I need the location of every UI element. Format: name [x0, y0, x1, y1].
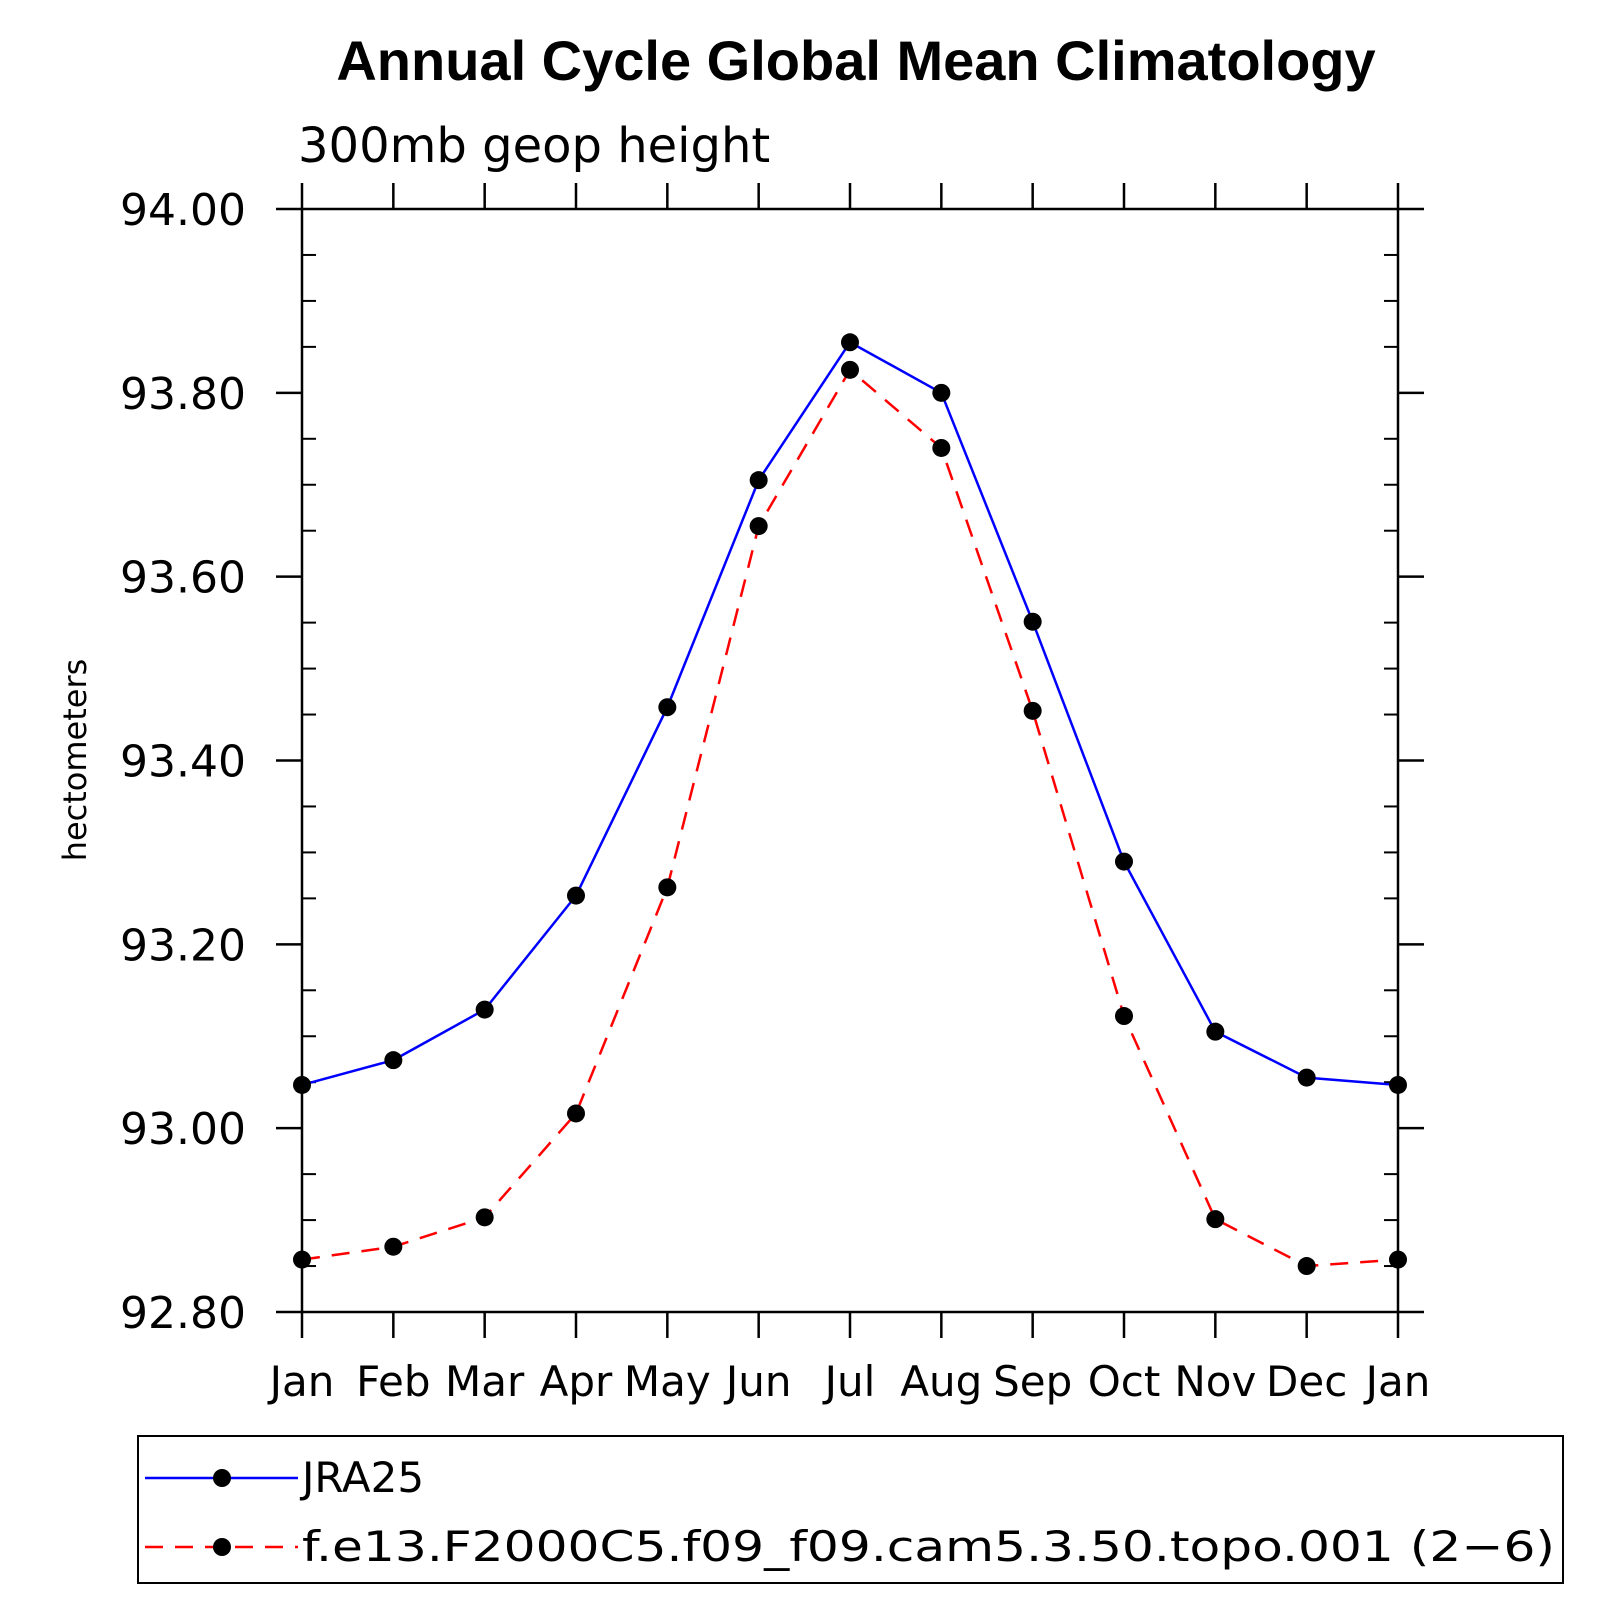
data-point-series-0: [567, 886, 585, 905]
data-point-series-1: [475, 1208, 494, 1227]
x-tick-label: Feb: [356, 1357, 430, 1406]
data-point-series-0: [841, 333, 859, 352]
y-tick-label: 94.00: [120, 185, 246, 236]
y-tick-labels: 92.80 93.00 93.20 93.40 93.60 93.80 94.00: [120, 185, 246, 1339]
data-point-series-0: [1023, 612, 1042, 631]
y-tick-label: 93.00: [120, 1104, 246, 1155]
data-point-series-1: [293, 1250, 311, 1269]
x-tick-label: Jan: [1363, 1357, 1431, 1406]
y-tick-label: 92.80: [120, 1288, 246, 1339]
x-tick-label: Aug: [900, 1357, 982, 1406]
x-tick-label: Nov: [1174, 1357, 1256, 1406]
x-tick-label: Dec: [1266, 1357, 1347, 1406]
data-point-series-1: [384, 1237, 403, 1256]
data-point-series-1: [567, 1104, 585, 1123]
data-point-series-0: [658, 698, 677, 717]
x-tick-label: Jul: [822, 1357, 876, 1406]
x-tick-label: Sep: [993, 1357, 1072, 1406]
x-tick-labels: Jan Feb Mar Apr May Jun Jul Aug Sep Oct Nov Dec Jan: [267, 1357, 1431, 1406]
series-layer: [293, 333, 1407, 1276]
data-point-series-0: [1115, 852, 1133, 871]
data-point-series-0: [749, 471, 768, 490]
x-tick-label: Apr: [540, 1357, 613, 1406]
x-tick-label: Jun: [723, 1357, 792, 1406]
legend-marker-jra25: [213, 1469, 231, 1487]
data-point-series-1: [749, 517, 768, 536]
data-point-series-0: [1389, 1075, 1407, 1094]
y-tick-label: 93.40: [120, 737, 246, 788]
x-tick-label: May: [624, 1357, 711, 1406]
data-point-series-0: [293, 1075, 311, 1094]
data-point-series-1: [1206, 1210, 1225, 1229]
data-point-series-0: [475, 1000, 494, 1019]
y-tick-label: 93.80: [120, 369, 246, 420]
legend-label-model: f.e13.F2000C5.f09_f09.cam5.3.50.topo.001…: [302, 1522, 1555, 1571]
series-line-1: [301, 367, 1399, 1268]
y-tick-label: 93.20: [120, 920, 246, 971]
x-tick-label: Mar: [445, 1357, 525, 1406]
data-point-series-1: [658, 878, 677, 897]
data-point-series-1: [1115, 1007, 1133, 1026]
y-axis-label: hectometers: [56, 659, 94, 862]
data-point-series-0: [384, 1051, 403, 1070]
data-point-series-0: [1297, 1068, 1316, 1087]
legend-label-jra25: JRA25: [299, 1453, 424, 1502]
data-point-series-1: [1023, 701, 1042, 720]
y-tick-label: 93.60: [120, 553, 246, 604]
legend-marker-model: [213, 1538, 231, 1556]
axis-ticks: [276, 183, 1424, 1338]
data-point-series-1: [841, 360, 859, 379]
data-point-series-0: [1206, 1022, 1225, 1041]
data-point-series-0: [932, 383, 951, 402]
x-tick-label: Jan: [267, 1357, 335, 1406]
series-line-0: [301, 340, 1399, 1087]
chart-title: Annual Cycle Global Mean Climatology: [336, 29, 1375, 92]
data-point-series-1: [1389, 1250, 1407, 1269]
data-point-series-1: [932, 438, 951, 457]
legend-box: [137, 1435, 1564, 1584]
legend: JRA25 f.e13.F2000C5.f09_f09.cam5.3.50.to…: [137, 1435, 1564, 1584]
chart-subtitle: 300mb geop height: [298, 118, 770, 174]
x-tick-label: Oct: [1088, 1357, 1161, 1406]
data-point-series-1: [1297, 1257, 1316, 1276]
